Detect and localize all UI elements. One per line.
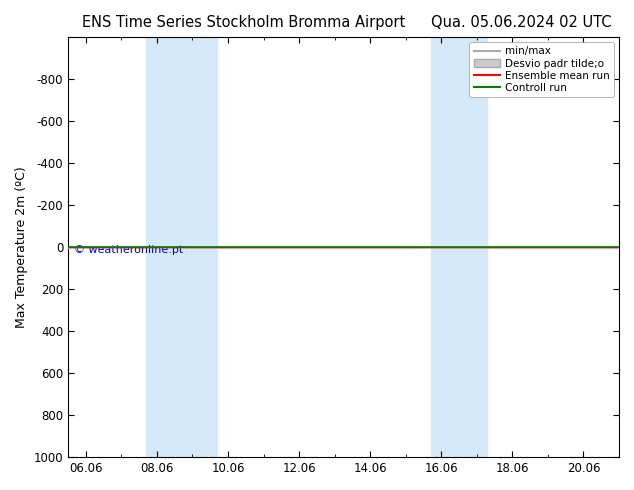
Legend: min/max, Desvio padr tilde;o, Ensemble mean run, Controll run: min/max, Desvio padr tilde;o, Ensemble m… [469, 42, 614, 97]
Title: ENS Time Series Stockholm Bromma Airport        Qua. 05.06.2024 02 UTC: ENS Time Series Stockholm Bromma Airport… [0, 489, 1, 490]
Text: © weatheronline.pt: © weatheronline.pt [74, 245, 183, 255]
Bar [430, 37, 488, 457]
Bar [68, 246, 619, 247]
Text: ENS Time Series Stockholm Bromma Airport: ENS Time Series Stockholm Bromma Airport [82, 15, 406, 30]
Y-axis label: Max Temperature 2m (ºC): Max Temperature 2m (ºC) [15, 166, 28, 328]
Bar [146, 37, 217, 457]
Text: Qua. 05.06.2024 02 UTC: Qua. 05.06.2024 02 UTC [431, 15, 612, 30]
